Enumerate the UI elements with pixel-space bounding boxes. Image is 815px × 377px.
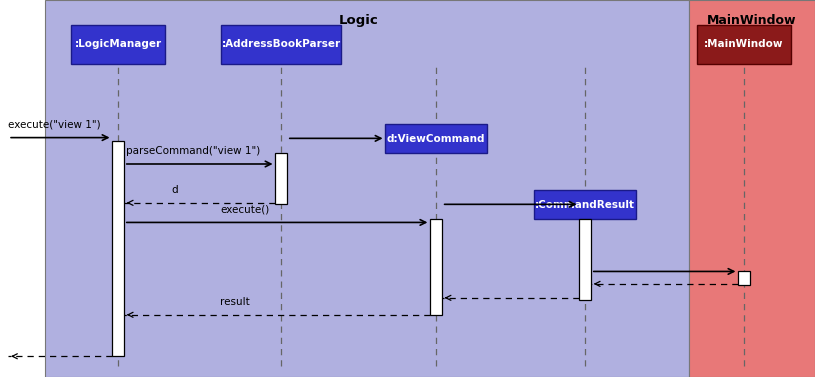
Bar (72, 25, 165, 64)
Bar (579, 219, 591, 300)
Text: :MainWindow: :MainWindow (704, 39, 784, 49)
Text: d:ViewCommand: d:ViewCommand (387, 133, 485, 144)
Bar (112, 141, 124, 356)
Bar (275, 153, 287, 204)
Text: d: d (171, 184, 178, 195)
Text: :CommandResult: :CommandResult (535, 199, 635, 210)
Text: execute(): execute() (220, 204, 269, 214)
Bar (45, 0, 689, 377)
Text: execute("view 1"): execute("view 1") (8, 119, 101, 129)
Text: Logic: Logic (339, 14, 378, 27)
Text: result: result (220, 296, 250, 307)
Bar (535, 190, 636, 219)
Text: parseCommand("view 1"): parseCommand("view 1") (126, 146, 261, 156)
Text: MainWindow: MainWindow (707, 14, 796, 27)
Text: :AddressBookParser: :AddressBookParser (222, 39, 341, 49)
Bar (385, 124, 487, 153)
Bar (221, 25, 341, 64)
Text: :LogicManager: :LogicManager (75, 39, 161, 49)
Bar (689, 0, 815, 377)
Bar (430, 219, 442, 315)
Bar (698, 25, 791, 64)
Bar (738, 271, 750, 285)
